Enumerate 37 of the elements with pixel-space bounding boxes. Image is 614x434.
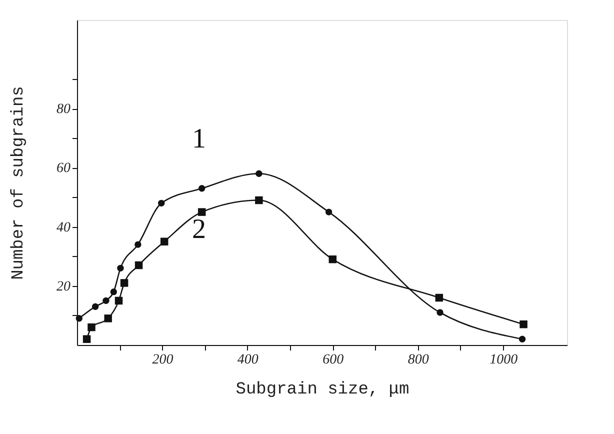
x-tick-label: 600	[322, 352, 344, 368]
point	[88, 323, 96, 332]
point	[436, 309, 444, 316]
point	[76, 315, 82, 322]
x-axis-title: Subgrain size, μm	[236, 380, 410, 400]
point	[520, 320, 528, 328]
point	[435, 294, 444, 302]
x-tick-label: 200	[152, 352, 174, 368]
point	[134, 241, 142, 248]
y-axis-title: Number of subgrains	[10, 86, 28, 280]
point	[256, 170, 262, 177]
point	[117, 264, 124, 272]
point	[134, 261, 143, 270]
point	[325, 208, 332, 216]
point	[255, 196, 263, 204]
series-label: 2	[192, 214, 206, 246]
y-tick-label: 20	[56, 279, 70, 294]
point	[102, 297, 110, 304]
point	[104, 314, 112, 322]
point	[198, 185, 206, 192]
point	[92, 303, 99, 310]
point	[518, 336, 526, 342]
point	[120, 279, 128, 287]
y-tick-label: 40	[56, 220, 70, 236]
point	[198, 208, 206, 216]
y-tick-label: 60	[56, 161, 70, 176]
point	[110, 288, 117, 296]
x-tick-label: 400	[237, 352, 258, 368]
x-tick-label: 1000	[490, 352, 518, 368]
point	[82, 335, 91, 343]
y-tick-label: 80	[56, 102, 70, 118]
point	[160, 238, 168, 246]
point	[114, 296, 123, 305]
x-tick-label: 800	[408, 352, 429, 368]
point	[328, 255, 337, 264]
series-label: 1	[192, 124, 206, 155]
point	[158, 200, 165, 207]
